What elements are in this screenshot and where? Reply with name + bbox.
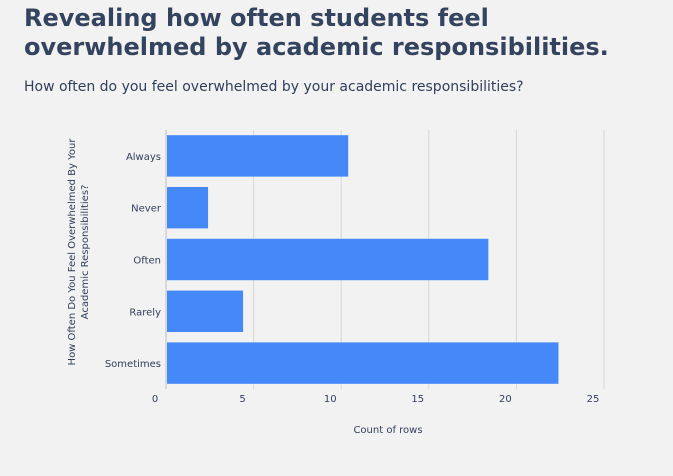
bar-never[interactable] <box>167 186 209 229</box>
x-tick-label: 5 <box>239 394 245 405</box>
y-axis-label-line: How Often Do You Feel Overwhelmed By You… <box>67 138 78 366</box>
x-tick-label: 20 <box>499 394 512 405</box>
bar-often[interactable] <box>167 238 489 281</box>
chart-subtitle: How often do you feel overwhelmed by you… <box>24 79 524 95</box>
y-tick-label-rarely: Rarely <box>129 307 161 318</box>
bar-rarely[interactable] <box>167 290 244 333</box>
x-tick-label: 0 <box>152 394 158 405</box>
y-axis-label-line: Academic Responsibilities? <box>80 185 91 320</box>
x-tick-label: 25 <box>587 394 600 405</box>
x-tick-label: 10 <box>324 394 337 405</box>
bar-always[interactable] <box>167 135 349 177</box>
y-tick-label-sometimes: Sometimes <box>105 359 161 370</box>
y-tick-labels: Always Never Often Rarely Sometimes <box>105 152 162 370</box>
y-tick-label-often: Often <box>133 256 161 267</box>
y-tick-label-never: Never <box>131 204 162 215</box>
bars <box>167 135 559 384</box>
bar-sometimes[interactable] <box>167 342 559 384</box>
x-axis-label: Count of rows <box>353 425 422 436</box>
y-axis-label: How Often Do You Feel Overwhelmed By You… <box>67 138 91 366</box>
x-tick-labels: 0 5 10 15 20 25 <box>152 394 600 405</box>
y-tick-label-always: Always <box>126 152 161 163</box>
x-tick-label: 15 <box>411 394 424 405</box>
chart-title: Revealing how often students feel overwh… <box>24 4 609 61</box>
